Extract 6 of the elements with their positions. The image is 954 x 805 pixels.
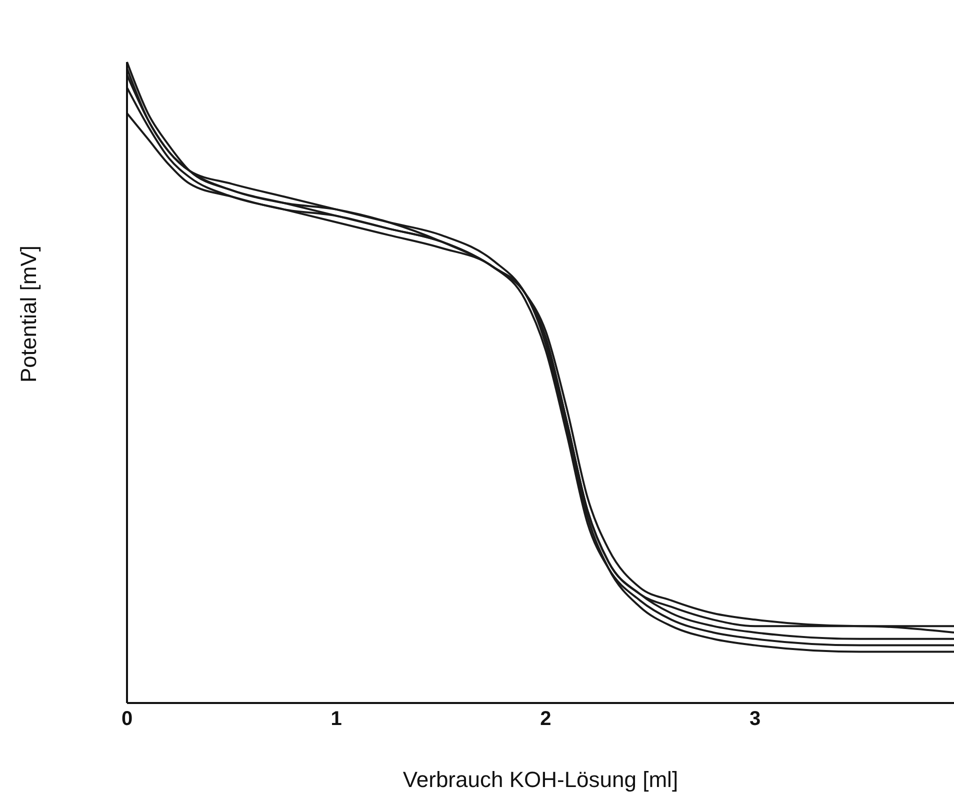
x-tick-label: 1 bbox=[330, 708, 342, 730]
x-axis-title: Verbrauch KOH-Lösung [ml] bbox=[402, 767, 678, 792]
x-tick-label: 2 bbox=[540, 708, 552, 730]
x-tick-label: 3 bbox=[750, 708, 761, 730]
x-tick-label: 0 bbox=[121, 708, 133, 730]
y-axis-title: Potential [mV] bbox=[16, 246, 41, 382]
